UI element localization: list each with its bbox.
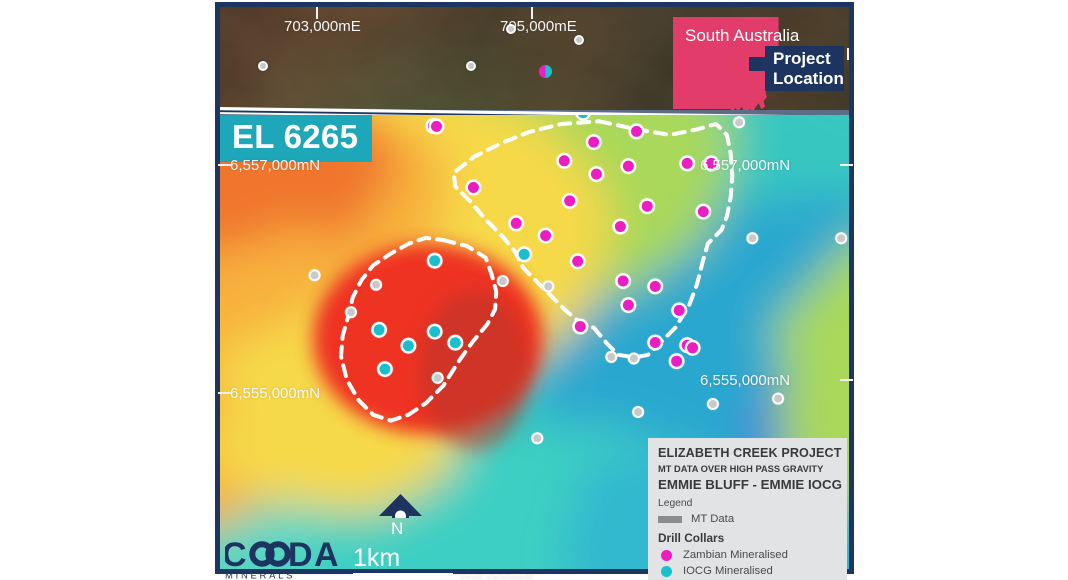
svg-text:MINERALS: MINERALS (225, 571, 295, 580)
svg-text:C: C (225, 536, 247, 574)
svg-text:D: D (288, 536, 313, 574)
svg-text:A: A (314, 536, 339, 574)
